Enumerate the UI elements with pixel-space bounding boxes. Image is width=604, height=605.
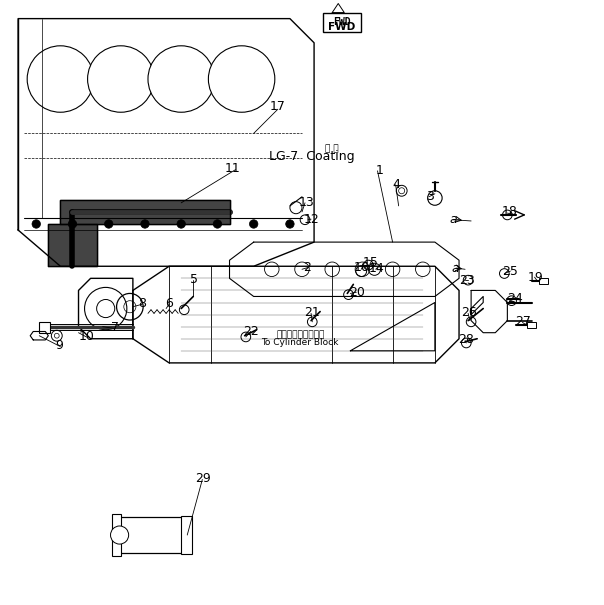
Text: FWD: FWD — [333, 18, 351, 27]
Polygon shape — [230, 242, 459, 296]
Text: a: a — [449, 212, 457, 226]
Polygon shape — [332, 4, 344, 13]
Text: 25: 25 — [503, 264, 518, 278]
Bar — [115, 517, 187, 553]
Text: 14: 14 — [369, 261, 385, 275]
Text: 12: 12 — [304, 213, 320, 226]
Bar — [112, 514, 121, 556]
Text: 28: 28 — [458, 333, 474, 347]
Text: 15: 15 — [362, 255, 378, 269]
Text: シリンダブロックへ: シリンダブロックへ — [276, 330, 324, 339]
Text: 5: 5 — [190, 273, 199, 286]
Text: 26: 26 — [461, 306, 477, 319]
Text: 7: 7 — [111, 321, 119, 335]
Text: 20: 20 — [349, 286, 365, 299]
Text: 4: 4 — [392, 178, 400, 191]
Text: 27: 27 — [515, 315, 531, 329]
Polygon shape — [471, 290, 507, 333]
Polygon shape — [60, 200, 230, 224]
Text: 2: 2 — [303, 261, 311, 274]
Circle shape — [213, 220, 222, 228]
Text: 9: 9 — [55, 339, 63, 353]
Text: 24: 24 — [507, 292, 522, 305]
Bar — [323, 13, 361, 32]
Circle shape — [68, 220, 77, 228]
Text: 11: 11 — [225, 162, 240, 175]
Polygon shape — [133, 266, 459, 363]
Polygon shape — [30, 332, 48, 340]
Bar — [539, 278, 548, 284]
Circle shape — [85, 287, 127, 330]
Text: To Cylinder Block: To Cylinder Block — [262, 338, 339, 347]
Text: 22: 22 — [243, 325, 259, 338]
Text: 23: 23 — [459, 273, 475, 287]
Text: 16: 16 — [353, 261, 369, 274]
Text: 1: 1 — [375, 165, 384, 177]
Circle shape — [249, 220, 258, 228]
Circle shape — [104, 220, 113, 228]
Polygon shape — [79, 278, 133, 339]
Text: a: a — [452, 261, 459, 275]
Text: 途 布: 途 布 — [325, 144, 338, 153]
Text: LG-7  Coating: LG-7 Coating — [269, 150, 355, 163]
Text: 13: 13 — [298, 196, 314, 209]
Text: 6: 6 — [165, 297, 173, 310]
Text: 19: 19 — [527, 270, 543, 284]
Circle shape — [148, 46, 214, 113]
Text: 3: 3 — [426, 190, 434, 203]
Polygon shape — [48, 224, 97, 266]
Circle shape — [177, 220, 185, 228]
Circle shape — [111, 526, 129, 544]
Bar — [39, 322, 50, 333]
Circle shape — [286, 220, 294, 228]
Text: 10: 10 — [79, 330, 94, 344]
Text: 29: 29 — [195, 473, 211, 485]
Circle shape — [141, 220, 149, 228]
Text: 8: 8 — [138, 297, 147, 310]
Text: 21: 21 — [304, 306, 320, 319]
Text: FWD: FWD — [328, 22, 356, 32]
Circle shape — [88, 46, 154, 113]
Circle shape — [208, 46, 275, 113]
Circle shape — [27, 46, 94, 113]
Circle shape — [32, 220, 40, 228]
Text: 17: 17 — [270, 100, 286, 113]
Bar — [181, 515, 192, 554]
Text: 18: 18 — [501, 206, 517, 218]
Bar — [527, 322, 536, 329]
